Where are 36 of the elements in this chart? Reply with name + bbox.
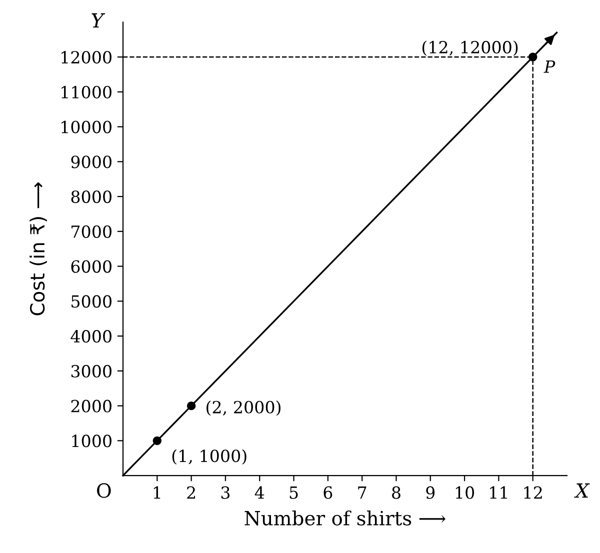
point <box>528 52 538 62</box>
x-tick-label: 1 <box>154 486 160 499</box>
y-tick-label: 3000 <box>71 364 112 378</box>
x-tick-label: 9 <box>426 486 435 499</box>
y-tick-label: 9000 <box>71 156 112 168</box>
x-axis-title: Number of shirts ⟶ <box>244 510 446 526</box>
annotation: (1, 1000) <box>172 449 246 465</box>
y-tick-label: 2000 <box>71 400 112 412</box>
y-axis-title: Cost (in ₹) ⟶ <box>30 182 47 316</box>
point <box>186 401 196 410</box>
x-tick-label: 2 <box>187 486 195 499</box>
y-tick-label: 8000 <box>71 190 112 204</box>
annotation: (2, 2000) <box>206 400 280 416</box>
y-tick-label: 12000 <box>62 50 112 64</box>
y-tick-label: 6000 <box>71 260 112 273</box>
y-tick-label: 11000 <box>62 86 112 98</box>
annotation: (12, 12000) <box>422 40 518 56</box>
x-tick-label: 7 <box>358 486 366 499</box>
x-tick-label: 12 <box>524 486 542 499</box>
x-tick-label: 4 <box>254 486 264 499</box>
y-tick-label: 10000 <box>62 120 112 134</box>
text: X <box>574 483 590 498</box>
x-tick-label: 6 <box>324 486 332 499</box>
y-tick-label: 5000 <box>72 295 112 308</box>
annotation: P <box>544 60 556 73</box>
x-tick-label: 11 <box>490 486 507 499</box>
y-tick-label: 7000 <box>72 225 112 238</box>
point <box>152 436 162 446</box>
x-tick-label: 10 <box>456 486 474 499</box>
x-tick-label: 5 <box>290 486 298 499</box>
y-tick-label: 1000 <box>72 434 112 448</box>
x-tick-label: 3 <box>221 486 230 499</box>
x-tick-label: 8 <box>392 486 400 499</box>
y-tick-label: 4000 <box>70 330 112 343</box>
text: O <box>97 483 111 498</box>
text: Y <box>92 13 106 28</box>
